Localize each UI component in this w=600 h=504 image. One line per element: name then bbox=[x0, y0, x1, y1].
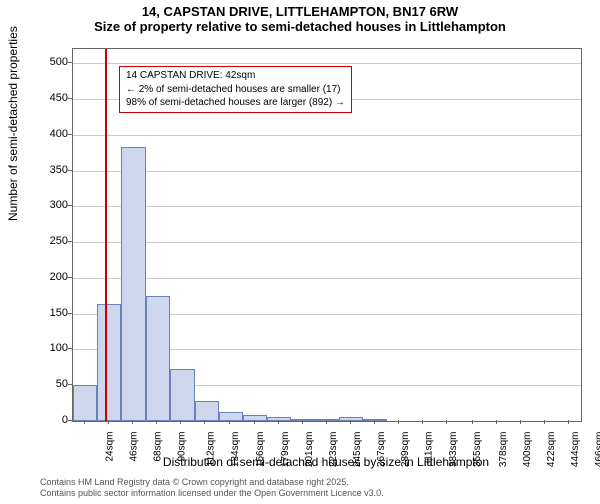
x-tick-label: 378sqm bbox=[498, 432, 509, 468]
x-tick-mark bbox=[422, 420, 423, 424]
x-tick-label: 134sqm bbox=[231, 432, 242, 468]
x-tick-mark bbox=[520, 420, 521, 424]
x-tick-label: 289sqm bbox=[400, 432, 411, 468]
y-tick-mark bbox=[68, 277, 72, 278]
x-tick-label: 179sqm bbox=[280, 432, 291, 468]
x-tick-mark bbox=[254, 420, 255, 424]
x-tick-label: 267sqm bbox=[376, 432, 387, 468]
y-tick-mark bbox=[68, 205, 72, 206]
x-tick-mark bbox=[84, 420, 85, 424]
x-tick-label: 245sqm bbox=[352, 432, 363, 468]
y-tick-label: 250 bbox=[28, 235, 68, 247]
y-tick-mark bbox=[68, 420, 72, 421]
x-tick-mark bbox=[278, 420, 279, 424]
gridline bbox=[73, 242, 581, 243]
x-tick-label: 112sqm bbox=[206, 432, 217, 467]
gridline bbox=[73, 135, 581, 136]
chart-plot-area: 14 CAPSTAN DRIVE: 42sqm← 2% of semi-deta… bbox=[72, 48, 582, 422]
gridline bbox=[73, 171, 581, 172]
histogram-bar bbox=[195, 401, 219, 421]
annotation-line: 98% of semi-detached houses are larger (… bbox=[126, 96, 345, 110]
x-tick-mark bbox=[398, 420, 399, 424]
x-tick-mark bbox=[496, 420, 497, 424]
y-tick-mark bbox=[68, 134, 72, 135]
gridline bbox=[73, 206, 581, 207]
annotation-line: 14 CAPSTAN DRIVE: 42sqm bbox=[126, 69, 345, 83]
y-tick-mark bbox=[68, 170, 72, 171]
y-tick-label: 300 bbox=[28, 199, 68, 211]
x-tick-label: 201sqm bbox=[304, 432, 315, 468]
y-tick-label: 400 bbox=[28, 128, 68, 140]
chart-container: 14, CAPSTAN DRIVE, LITTLEHAMPTON, BN17 6… bbox=[0, 4, 600, 504]
y-tick-label: 200 bbox=[28, 271, 68, 283]
histogram-bar bbox=[146, 296, 170, 421]
footer-attribution: Contains HM Land Registry data © Crown c… bbox=[40, 477, 384, 500]
x-tick-mark bbox=[302, 420, 303, 424]
x-tick-mark bbox=[374, 420, 375, 424]
x-tick-label: 466sqm bbox=[594, 432, 600, 468]
x-tick-mark bbox=[156, 420, 157, 424]
y-axis-label: Number of semi-detached properties bbox=[6, 26, 20, 221]
x-tick-mark bbox=[446, 420, 447, 424]
y-tick-mark bbox=[68, 313, 72, 314]
annotation-line: ← 2% of semi-detached houses are smaller… bbox=[126, 83, 345, 97]
x-tick-label: 24sqm bbox=[105, 432, 116, 462]
x-tick-mark bbox=[229, 420, 230, 424]
y-tick-label: 450 bbox=[28, 92, 68, 104]
x-tick-label: 156sqm bbox=[255, 432, 266, 468]
x-tick-mark bbox=[108, 420, 109, 424]
y-tick-mark bbox=[68, 62, 72, 63]
x-tick-mark bbox=[544, 420, 545, 424]
histogram-bar bbox=[170, 369, 194, 421]
histogram-bar bbox=[73, 385, 97, 421]
y-tick-label: 100 bbox=[28, 342, 68, 354]
y-tick-label: 350 bbox=[28, 164, 68, 176]
histogram-bar bbox=[267, 417, 291, 421]
x-tick-mark bbox=[132, 420, 133, 424]
y-tick-mark bbox=[68, 348, 72, 349]
x-tick-mark bbox=[350, 420, 351, 424]
title-sub: Size of property relative to semi-detach… bbox=[0, 19, 600, 34]
x-tick-mark bbox=[180, 420, 181, 424]
reference-line bbox=[105, 49, 107, 421]
histogram-bar bbox=[219, 412, 243, 421]
x-tick-mark bbox=[568, 420, 569, 424]
x-tick-label: 355sqm bbox=[473, 432, 484, 468]
y-tick-mark bbox=[68, 384, 72, 385]
y-tick-label: 0 bbox=[28, 414, 68, 426]
x-tick-label: 311sqm bbox=[424, 432, 435, 467]
x-tick-label: 223sqm bbox=[328, 432, 339, 468]
gridline bbox=[73, 63, 581, 64]
annotation-box: 14 CAPSTAN DRIVE: 42sqm← 2% of semi-deta… bbox=[119, 66, 352, 113]
x-tick-label: 400sqm bbox=[522, 432, 533, 468]
x-tick-label: 46sqm bbox=[129, 432, 140, 462]
x-tick-label: 333sqm bbox=[448, 432, 459, 468]
x-tick-label: 444sqm bbox=[570, 432, 581, 468]
y-tick-mark bbox=[68, 98, 72, 99]
histogram-bar bbox=[121, 147, 146, 421]
footer-line2: Contains public sector information licen… bbox=[40, 488, 384, 500]
gridline bbox=[73, 278, 581, 279]
x-tick-mark bbox=[326, 420, 327, 424]
y-tick-label: 500 bbox=[28, 56, 68, 68]
x-tick-label: 90sqm bbox=[177, 432, 188, 462]
x-tick-mark bbox=[204, 420, 205, 424]
footer-line1: Contains HM Land Registry data © Crown c… bbox=[40, 477, 384, 489]
y-tick-mark bbox=[68, 241, 72, 242]
x-tick-label: 68sqm bbox=[153, 432, 164, 462]
x-tick-label: 422sqm bbox=[546, 432, 557, 468]
title-main: 14, CAPSTAN DRIVE, LITTLEHAMPTON, BN17 6… bbox=[0, 4, 600, 19]
histogram-bar bbox=[97, 304, 121, 421]
y-tick-label: 150 bbox=[28, 307, 68, 319]
x-tick-mark bbox=[472, 420, 473, 424]
y-tick-label: 50 bbox=[28, 378, 68, 390]
